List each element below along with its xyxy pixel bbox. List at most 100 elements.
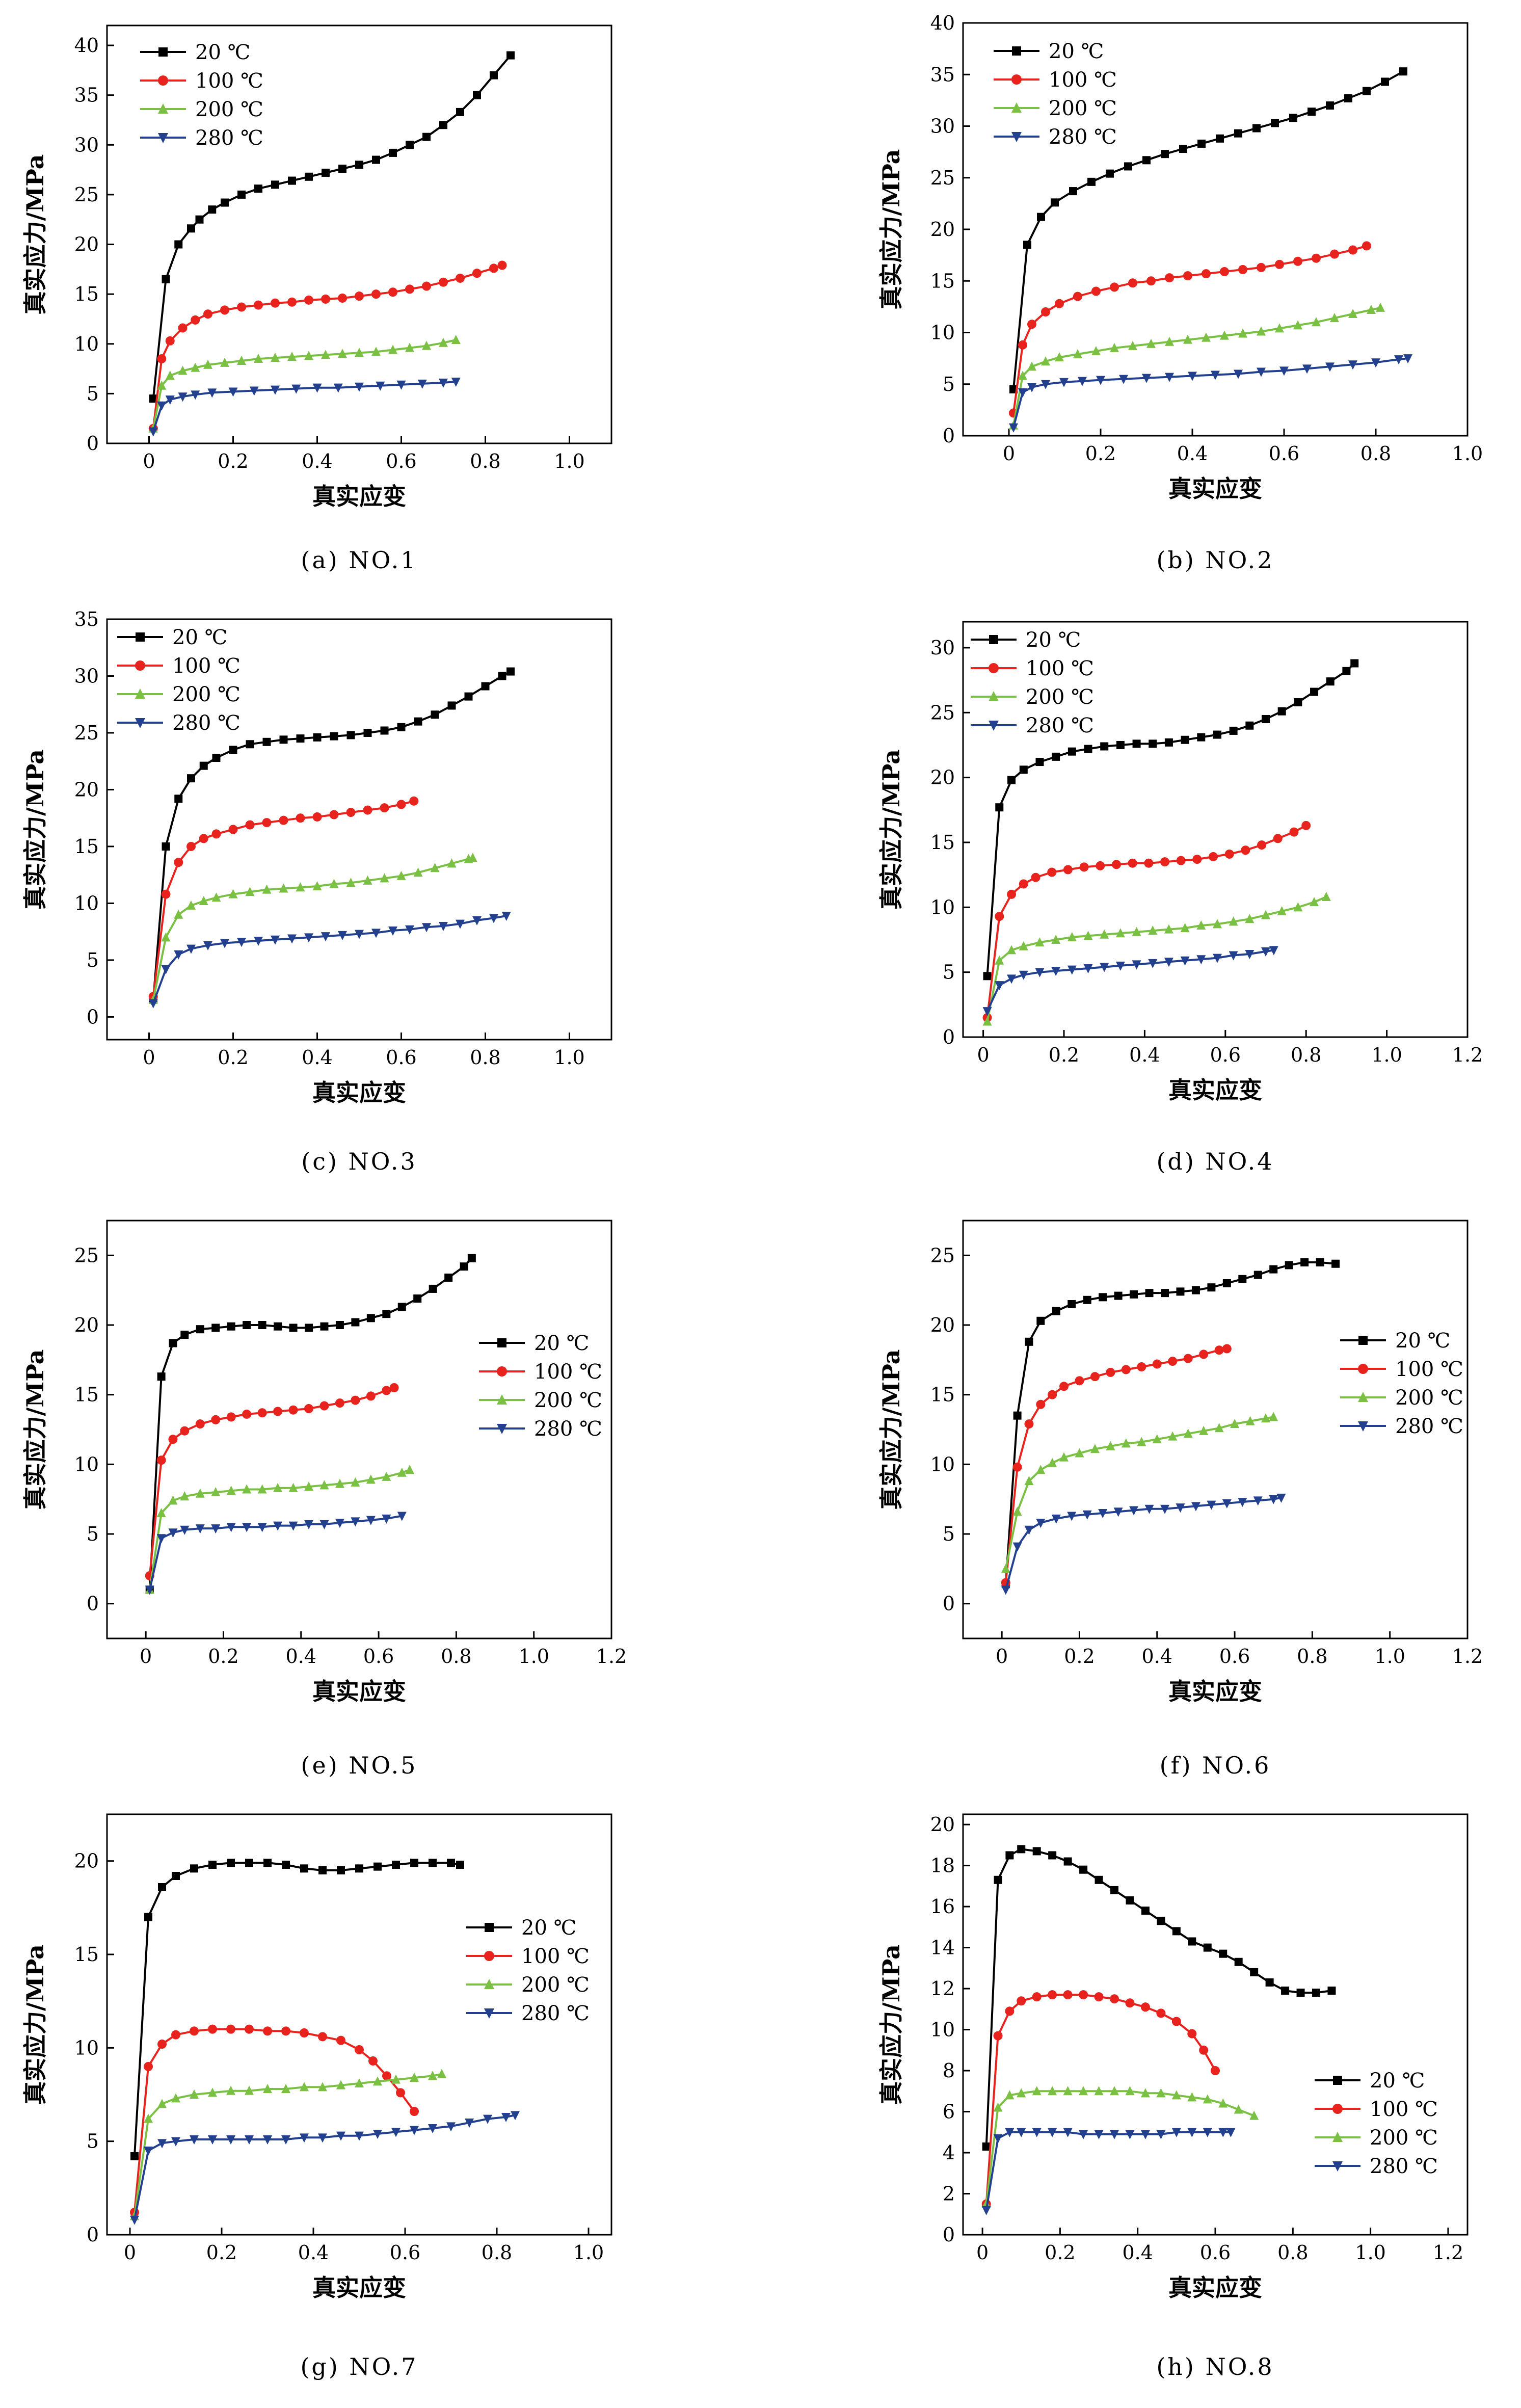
data-point xyxy=(229,746,237,754)
data-point xyxy=(300,2133,309,2143)
chart-panel-3: 0 0.2 0.4 0.6 0.8 1.0 0 5 10 15 20 25 30 35 真实应变 真实应力/M… xyxy=(21,608,612,1175)
legend-marker xyxy=(1011,132,1022,142)
data-point xyxy=(1018,340,1027,350)
series-3 xyxy=(1001,1412,1278,1573)
data-point xyxy=(305,1324,313,1332)
data-point xyxy=(1183,271,1192,281)
x-axis-label: 真实应变 xyxy=(1168,475,1262,502)
data-point xyxy=(456,1861,464,1869)
data-point xyxy=(1269,1495,1278,1504)
legend-marker xyxy=(1358,1364,1368,1374)
data-point xyxy=(312,383,322,393)
data-point xyxy=(338,293,347,303)
data-point xyxy=(1114,1291,1123,1300)
y-tick-label: 15 xyxy=(930,1384,955,1406)
data-point xyxy=(304,933,313,943)
data-point xyxy=(1079,2130,1088,2139)
data-point xyxy=(1148,925,1158,935)
legend-label: 200 ℃ xyxy=(1370,2126,1438,2150)
data-point xyxy=(1276,1493,1286,1503)
data-point xyxy=(300,2028,309,2037)
data-point xyxy=(1245,950,1255,959)
data-point xyxy=(190,2026,199,2036)
data-point xyxy=(1007,776,1016,784)
data-point xyxy=(1145,1289,1154,1298)
data-point xyxy=(1241,845,1250,855)
x-tick-label: 0 xyxy=(977,1044,990,1066)
data-point xyxy=(1214,1423,1224,1433)
data-point xyxy=(190,1864,198,1873)
data-point xyxy=(319,1480,329,1490)
x-tick-label: 1.0 xyxy=(1374,1645,1405,1668)
legend-label: 20 ℃ xyxy=(172,626,227,649)
x-tick-label: 1.0 xyxy=(518,1645,549,1668)
data-point xyxy=(446,2122,456,2132)
legend-label: 100 ℃ xyxy=(1395,1358,1463,1381)
data-point xyxy=(162,842,170,851)
data-point xyxy=(1106,1441,1115,1450)
data-point xyxy=(1238,328,1247,338)
data-point xyxy=(144,1913,152,1921)
data-point xyxy=(296,734,305,743)
data-point xyxy=(1023,241,1031,249)
data-point xyxy=(368,2056,378,2066)
data-point xyxy=(413,867,423,877)
legend-label: 200 ℃ xyxy=(1049,97,1117,120)
data-point xyxy=(318,2133,327,2143)
chart-panel-6: 0 0.2 0.4 0.6 0.8 1.0 1.2 0 5 10 15 20 25 真实应变 真实应力/MP… xyxy=(877,1220,1483,1779)
series-line xyxy=(152,915,507,1004)
data-point xyxy=(1005,2128,1015,2137)
data-point xyxy=(144,2113,153,2123)
y-tick-label: 5 xyxy=(943,373,955,395)
data-point xyxy=(422,340,431,350)
data-point xyxy=(1090,1444,1100,1453)
series-1 xyxy=(1001,1258,1340,1589)
data-point xyxy=(203,309,212,319)
legend-label: 280 ℃ xyxy=(1395,1415,1463,1438)
data-point xyxy=(1019,879,1028,889)
data-point xyxy=(226,2135,235,2145)
data-point xyxy=(169,1339,177,1347)
data-point xyxy=(1052,1307,1060,1315)
data-point xyxy=(1035,937,1045,947)
data-point xyxy=(1331,1259,1340,1268)
data-point xyxy=(389,1383,399,1392)
x-tick-label: 0.8 xyxy=(1277,2241,1308,2264)
data-point xyxy=(1219,1949,1228,1958)
data-point xyxy=(237,938,246,947)
y-tick-label: 5 xyxy=(943,961,955,984)
data-point xyxy=(405,284,414,294)
data-point xyxy=(1265,1978,1274,1987)
data-point xyxy=(1125,2130,1135,2139)
data-point xyxy=(506,51,515,60)
data-point xyxy=(333,383,343,393)
panel-caption: (a) NO.1 xyxy=(301,546,417,574)
data-point xyxy=(1209,852,1218,861)
legend-marker xyxy=(989,663,999,673)
data-point xyxy=(1013,1411,1022,1420)
data-point xyxy=(319,1401,329,1411)
data-point xyxy=(993,2102,1003,2112)
data-point xyxy=(144,2062,153,2071)
data-point xyxy=(335,1398,344,1408)
data-point xyxy=(995,803,1004,812)
data-point xyxy=(1156,2130,1166,2139)
legend-marker xyxy=(135,689,145,699)
y-tick-label: 20 xyxy=(930,1813,955,1836)
series-line xyxy=(152,264,503,429)
data-point xyxy=(1048,1458,1057,1467)
data-point xyxy=(212,754,221,762)
data-point xyxy=(1115,928,1125,938)
y-tick-label: 20 xyxy=(930,218,955,241)
data-point xyxy=(1009,423,1018,433)
series-4 xyxy=(130,2111,520,2225)
data-point xyxy=(174,858,183,867)
data-point xyxy=(1018,388,1027,398)
data-point xyxy=(1110,342,1119,352)
data-point xyxy=(1083,964,1093,974)
x-tick-label: 0.8 xyxy=(1297,1645,1327,1668)
data-point xyxy=(1005,2090,1015,2100)
data-point xyxy=(1207,1283,1216,1292)
data-point xyxy=(501,911,511,921)
series-line xyxy=(1012,245,1367,413)
